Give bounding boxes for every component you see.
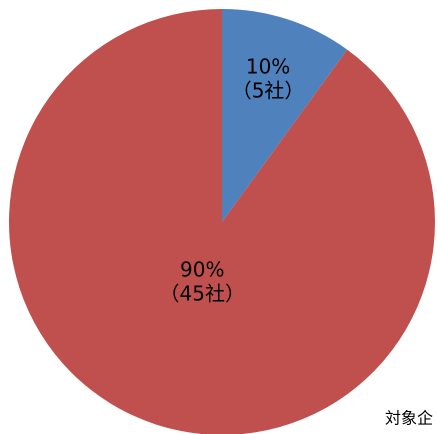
count-label: （5社） xyxy=(232,79,305,103)
count-label: （45社） xyxy=(160,281,245,305)
pie-slice xyxy=(9,9,435,434)
value-label: 90% xyxy=(180,257,224,281)
value-label: 10% xyxy=(246,55,290,79)
note: 対象企 xyxy=(385,409,433,428)
pie-slice xyxy=(222,9,348,222)
